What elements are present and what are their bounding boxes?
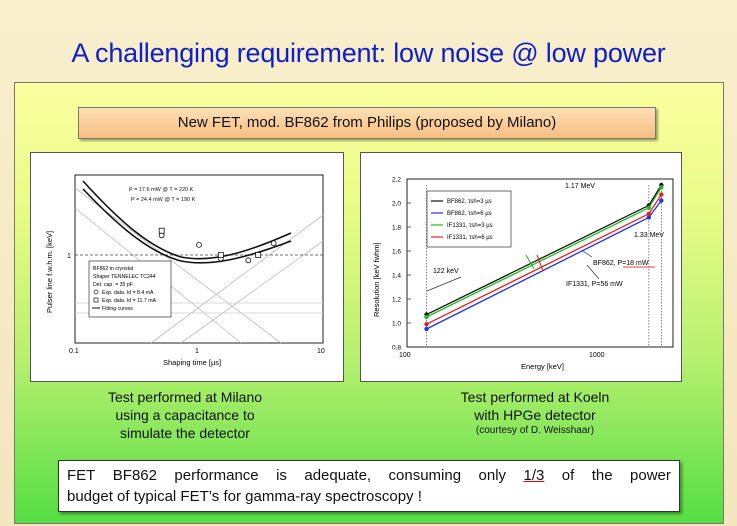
conclusion-word: is — [276, 467, 287, 484]
caption-right: Test performed at Koeln with HPGe detect… — [405, 388, 665, 437]
conclusion-line-1: FET BF862 performance is adequate, consu… — [67, 467, 671, 484]
conclusion-word: BF862 — [112, 467, 157, 484]
right-xlabel: Energy [keV] — [521, 362, 564, 371]
right-legend-entry: IF1331, τsh=3 µs — [447, 223, 493, 229]
caption-left-line: using a capacitance to — [115, 407, 255, 423]
right-y-ticks: 0,8 1,0 1,2 1,4 1,6 1,8 2,0 2,2 — [392, 177, 662, 352]
left-chart-svg: P = 17.6 mW @ T = 220 K P = 24.4 mW @ T … — [45, 174, 325, 367]
left-xtick: 10 — [317, 348, 325, 355]
arrow — [525, 254, 535, 270]
right-xtick: 100 — [399, 352, 411, 359]
caption-left-line: simulate the detector — [120, 425, 250, 441]
right-ytick-label: 1,0 — [392, 321, 401, 328]
left-data-point — [245, 257, 252, 264]
right-ytick-label: 1,2 — [392, 297, 401, 304]
right-data-point — [646, 205, 652, 210]
left-legend-line: BF862 in cryostat — [93, 266, 134, 272]
legend-circle-marker — [93, 289, 99, 295]
left-annotation-2: P = 24.4 mW @ T = 190 K — [131, 197, 196, 203]
caption-right-line: with HPGe detector — [474, 407, 596, 423]
left-data-point — [217, 252, 224, 258]
arrow — [582, 250, 593, 258]
left-plot-area — [74, 174, 324, 344]
left-xtick: 1 — [195, 348, 199, 355]
right-data-point — [646, 211, 652, 216]
left-ytick: 1 — [67, 253, 71, 260]
right-data-point — [659, 192, 664, 197]
right-xtick: 1000 — [589, 352, 605, 359]
left-data-points — [158, 227, 277, 264]
right-ytick-label: 1,4 — [392, 273, 401, 280]
conclusion-word: FET — [67, 467, 96, 484]
caption-right-credit: (courtesy of D. Weisshaar) — [475, 425, 595, 436]
caption-left: Test performed at Milano using a capacit… — [60, 388, 310, 442]
conclusion-word: consuming — [388, 467, 462, 484]
conclusion-box: FET BF862 performance is adequate, consu… — [58, 460, 680, 512]
conclusion-word: performance — [174, 467, 259, 484]
right-annotation-bf862: BF862, P=18 mW — [593, 260, 649, 267]
left-ylabel: Pulser line f.w.h.m. [keV] — [45, 231, 54, 313]
left-xlabel: Shaping time [µs] — [163, 358, 221, 367]
caption-right-line: Test performed at Koeln — [460, 389, 610, 405]
left-legend-line: Exp. data. Id = 11.7 mA — [102, 298, 157, 304]
right-ytick-label: 1,6 — [392, 249, 401, 256]
conclusion-word: only — [478, 467, 507, 484]
left-legend-line: Exp. data. Id = 8.4 mA — [102, 290, 154, 296]
right-data-point — [659, 185, 664, 190]
left-legend-line: Shaper TENNELEC TC244 — [93, 274, 156, 280]
left-data-point — [196, 241, 202, 248]
left-legend-line: Det. cap. = 35 pF — [93, 282, 133, 288]
left-legend-line: Fitting curves — [102, 306, 133, 312]
conclusion-word: the — [591, 467, 613, 484]
right-data-point — [424, 322, 429, 327]
right-ytick-label: 0,8 — [392, 345, 401, 352]
right-annotation-117: 1.17 MeV — [565, 183, 595, 190]
arrow — [586, 264, 600, 280]
right-legend-entry: IF1331, τsh=6 µs — [447, 235, 493, 241]
conclusion-fraction: 1/3 — [523, 467, 545, 484]
conclusion-line-2: budget of typical FET’s for gamma-ray sp… — [67, 488, 422, 505]
right-annotation-122: 122 keV — [433, 268, 459, 275]
right-chart-svg: 0,8 1,0 1,2 1,4 1,6 1,8 2,0 2,2 BF862, τsh=3 µs… — [372, 177, 674, 371]
right-legend: BF862, τsh=3 µs BF862, τsh=6 µs IF1331, … — [426, 190, 512, 248]
right-legend-entry: BF862, τsh=3 µs — [447, 199, 492, 205]
left-data-point — [270, 240, 277, 247]
left-xtick: 0.1 — [69, 348, 79, 355]
right-ytick-label: 2,2 — [392, 177, 401, 184]
right-figure: 0,8 1,0 1,2 1,4 1,6 1,8 2,0 2,2 BF862, τsh=3 µs… — [360, 152, 682, 382]
right-data-point — [646, 215, 652, 220]
conclusion-word: adequate, — [304, 467, 372, 484]
right-annotation-133: 1.33 MeV — [634, 232, 664, 239]
right-annotation-if1331: IF1331, P=56 mW — [566, 281, 623, 288]
right-ylabel: Resolution [keV fwhm] — [372, 242, 381, 317]
right-ytick-label: 1,8 — [392, 225, 401, 232]
right-data-point — [424, 326, 429, 332]
header-box: New FET, mod. BF862 from Philips (propos… — [78, 107, 656, 139]
slide-title: A challenging requirement: low noise @ l… — [71, 38, 666, 68]
conclusion-word: of — [561, 467, 575, 484]
arrow — [426, 276, 462, 292]
right-series — [424, 182, 664, 332]
right-data-point — [659, 198, 664, 203]
left-figure: P = 17.6 mW @ T = 220 K P = 24.4 mW @ T … — [30, 152, 344, 382]
right-plot-area — [406, 178, 674, 348]
left-data-point — [255, 252, 262, 258]
right-legend-entry: BF862, τsh=6 µs — [447, 211, 492, 217]
legend-square-marker — [93, 297, 99, 303]
right-ytick-label: 2,0 — [392, 201, 401, 208]
left-legend: BF862 in cryostat Shaper TENNELEC TC244 … — [88, 260, 172, 318]
right-data-point — [424, 314, 429, 320]
arrow — [536, 254, 544, 272]
left-data-point — [158, 227, 165, 234]
conclusion-word: power — [630, 467, 671, 484]
left-annotation-1: P = 17.6 mW @ T = 220 K — [129, 187, 194, 193]
caption-left-line: Test performed at Milano — [107, 389, 263, 405]
